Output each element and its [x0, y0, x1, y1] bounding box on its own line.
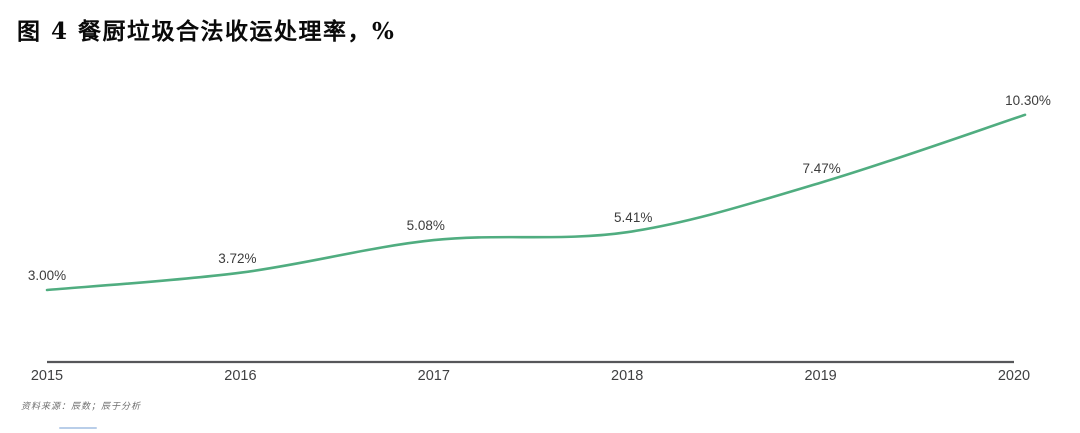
x-axis-tick-label: 2016: [224, 368, 257, 384]
chart-title: 图 4 餐厨垃圾合法收运处理率，%: [17, 18, 396, 45]
source-note: 资料来源：辰数；辰于分析: [21, 402, 142, 412]
data-point-label: 7.47%: [802, 160, 841, 176]
data-point-label: 10.30%: [1005, 92, 1051, 108]
x-axis-tick-label: 2015: [30, 368, 64, 384]
line-chart: [45, 113, 1027, 364]
data-point-label: 5.08%: [406, 218, 445, 234]
x-axis-tick-label: 2018: [611, 368, 644, 384]
x-axis-tick-label: 2017: [417, 368, 450, 384]
x-axis-tick-label: 2019: [804, 368, 837, 384]
trend-line: [45, 113, 1027, 292]
data-point-label: 3.00%: [27, 268, 67, 283]
data-point-label: 5.41%: [614, 210, 653, 226]
x-axis-tick-label: 2020: [997, 368, 1031, 384]
data-point-label: 3.72%: [218, 250, 257, 266]
page-edge-mark: [59, 427, 97, 429]
